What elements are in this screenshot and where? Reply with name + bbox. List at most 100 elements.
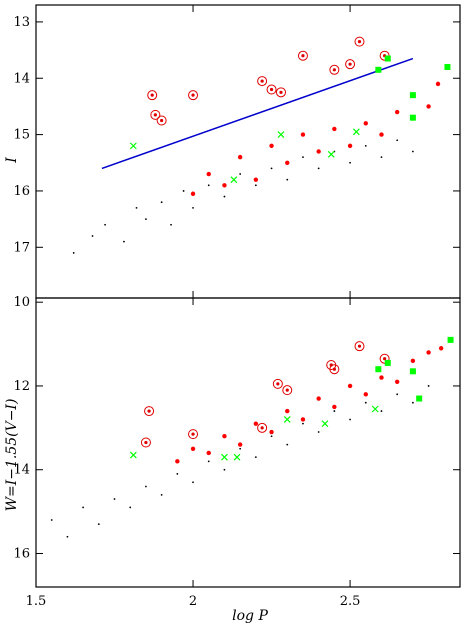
point-top-dot-0-19 xyxy=(349,161,351,164)
point-bottom-circle-1-0 xyxy=(147,409,151,413)
ring-top-circle-1-5 xyxy=(266,84,277,95)
point-top-square-3-0 xyxy=(375,66,382,73)
point-top-circle-1-10 xyxy=(357,40,362,44)
point-top-dot-0-14 xyxy=(270,167,273,170)
point-bottom-dot-0-6 xyxy=(145,485,147,488)
point-top-dot-2-12 xyxy=(379,132,384,137)
ring-bottom-circle-1-8 xyxy=(379,353,390,364)
point-top-dot-0-0 xyxy=(72,252,75,254)
point-top-dot-2-7 xyxy=(300,132,306,137)
point-top-dot-2-13 xyxy=(394,109,400,115)
point-bottom-cross-4-5 xyxy=(371,405,379,413)
ring-top-circle-1-7 xyxy=(297,50,308,61)
point-top-dot-0-5 xyxy=(145,218,147,221)
point-bottom-cross-4-0 xyxy=(129,451,137,459)
point-top-dot-0-9 xyxy=(192,206,194,209)
point-bottom-square-3-2 xyxy=(409,368,416,375)
point-bottom-dot-0-12 xyxy=(239,447,242,450)
point-top-dot-2-15 xyxy=(426,104,431,109)
point-bottom-dot-2-6 xyxy=(269,429,274,435)
point-top-dot-0-11 xyxy=(223,195,226,198)
x-tick-label-2: 2.5 xyxy=(340,594,361,609)
point-bottom-square-3-0 xyxy=(375,366,382,373)
y-tick-label-top-2: 15 xyxy=(13,128,30,143)
point-bottom-dot-2-3 xyxy=(222,434,227,439)
point-bottom-dot-0-17 xyxy=(317,431,320,433)
point-top-dot-2-11 xyxy=(363,121,368,126)
point-top-dot-2-4 xyxy=(253,177,259,182)
point-top-circle-1-3 xyxy=(191,93,195,97)
point-top-dot-0-2 xyxy=(104,223,106,226)
point-bottom-circle-1-5 xyxy=(329,363,333,367)
point-top-dot-2-5 xyxy=(269,143,274,149)
y-tick-label-top-0: 13 xyxy=(13,15,30,30)
point-top-dot-0-17 xyxy=(317,167,320,170)
y-tick-label-bottom-1: 12 xyxy=(13,379,30,394)
point-top-dot-0-1 xyxy=(91,235,94,237)
point-top-dot-2-10 xyxy=(347,143,353,149)
point-bottom-dot-0-2 xyxy=(82,506,85,509)
point-top-circle-1-2 xyxy=(160,118,164,123)
point-bottom-dot-0-11 xyxy=(223,468,226,471)
point-top-dot-0-10 xyxy=(207,184,210,187)
point-bottom-circle-1-3 xyxy=(276,382,280,386)
point-top-dot-2-0 xyxy=(190,191,196,196)
ring-top-circle-1-6 xyxy=(275,87,286,98)
point-top-circle-1-4 xyxy=(260,79,264,83)
point-bottom-dot-0-5 xyxy=(129,506,132,509)
point-top-circle-1-1 xyxy=(153,113,157,117)
point-top-dot-0-12 xyxy=(239,173,242,175)
point-top-dot-2-9 xyxy=(332,126,337,132)
point-bottom-dot-0-13 xyxy=(254,456,257,459)
point-bottom-dot-2-2 xyxy=(206,450,211,456)
ring-top-circle-1-3 xyxy=(188,90,199,101)
point-top-dot-0-15 xyxy=(286,178,289,181)
point-bottom-square-3-1 xyxy=(384,359,391,366)
point-top-circle-1-8 xyxy=(332,68,336,72)
ring-top-circle-1-1 xyxy=(150,109,161,120)
y-tick-label-bottom-2: 14 xyxy=(13,463,30,478)
point-bottom-dot-0-14 xyxy=(270,435,273,438)
ring-bottom-circle-1-1 xyxy=(140,437,151,448)
point-bottom-dot-0-19 xyxy=(349,418,351,421)
point-bottom-dot-2-4 xyxy=(237,442,243,447)
y-axis-label-top: I xyxy=(4,157,20,164)
point-top-dot-0-6 xyxy=(160,201,163,204)
plot-frame-top xyxy=(35,4,461,299)
point-top-cross-4-1 xyxy=(230,176,238,184)
point-top-square-3-2 xyxy=(409,92,416,99)
ring-top-circle-1-0 xyxy=(147,90,158,101)
point-bottom-circle-1-6 xyxy=(332,367,336,371)
point-bottom-circle-1-4 xyxy=(285,388,289,392)
point-bottom-dot-2-9 xyxy=(316,396,321,401)
point-bottom-dot-0-10 xyxy=(207,460,210,463)
point-bottom-dot-0-18 xyxy=(333,410,336,412)
point-bottom-circle-1-9 xyxy=(260,426,264,430)
point-bottom-dot-0-7 xyxy=(160,493,163,496)
ring-top-circle-1-8 xyxy=(329,64,340,75)
point-top-cross-4-0 xyxy=(129,142,137,150)
point-top-dot-0-13 xyxy=(254,184,257,187)
point-top-dot-2-16 xyxy=(435,81,441,87)
y-tick-label-bottom-3: 16 xyxy=(13,546,30,561)
point-top-cross-4-3 xyxy=(327,150,335,158)
point-bottom-cross-4-3 xyxy=(283,416,291,423)
point-bottom-dot-0-4 xyxy=(113,498,116,500)
point-top-dot-0-16 xyxy=(302,156,304,159)
point-top-dot-2-1 xyxy=(206,171,211,177)
ring-bottom-circle-1-0 xyxy=(144,406,155,417)
point-bottom-dot-2-5 xyxy=(253,421,259,426)
point-bottom-dot-0-23 xyxy=(411,401,414,404)
point-bottom-square-3-4 xyxy=(416,395,423,402)
ring-bottom-circle-1-3 xyxy=(272,378,283,389)
point-bottom-dot-2-15 xyxy=(410,358,416,364)
x-tick-label-0: 1.5 xyxy=(26,594,47,609)
point-bottom-dot-0-3 xyxy=(97,523,100,526)
point-bottom-dot-0-15 xyxy=(286,443,289,446)
ring-top-circle-1-10 xyxy=(354,36,365,47)
point-bottom-dot-0-9 xyxy=(192,481,194,484)
fit-line xyxy=(101,57,414,170)
point-top-circle-1-7 xyxy=(301,54,305,58)
ring-bottom-circle-1-9 xyxy=(257,422,268,433)
